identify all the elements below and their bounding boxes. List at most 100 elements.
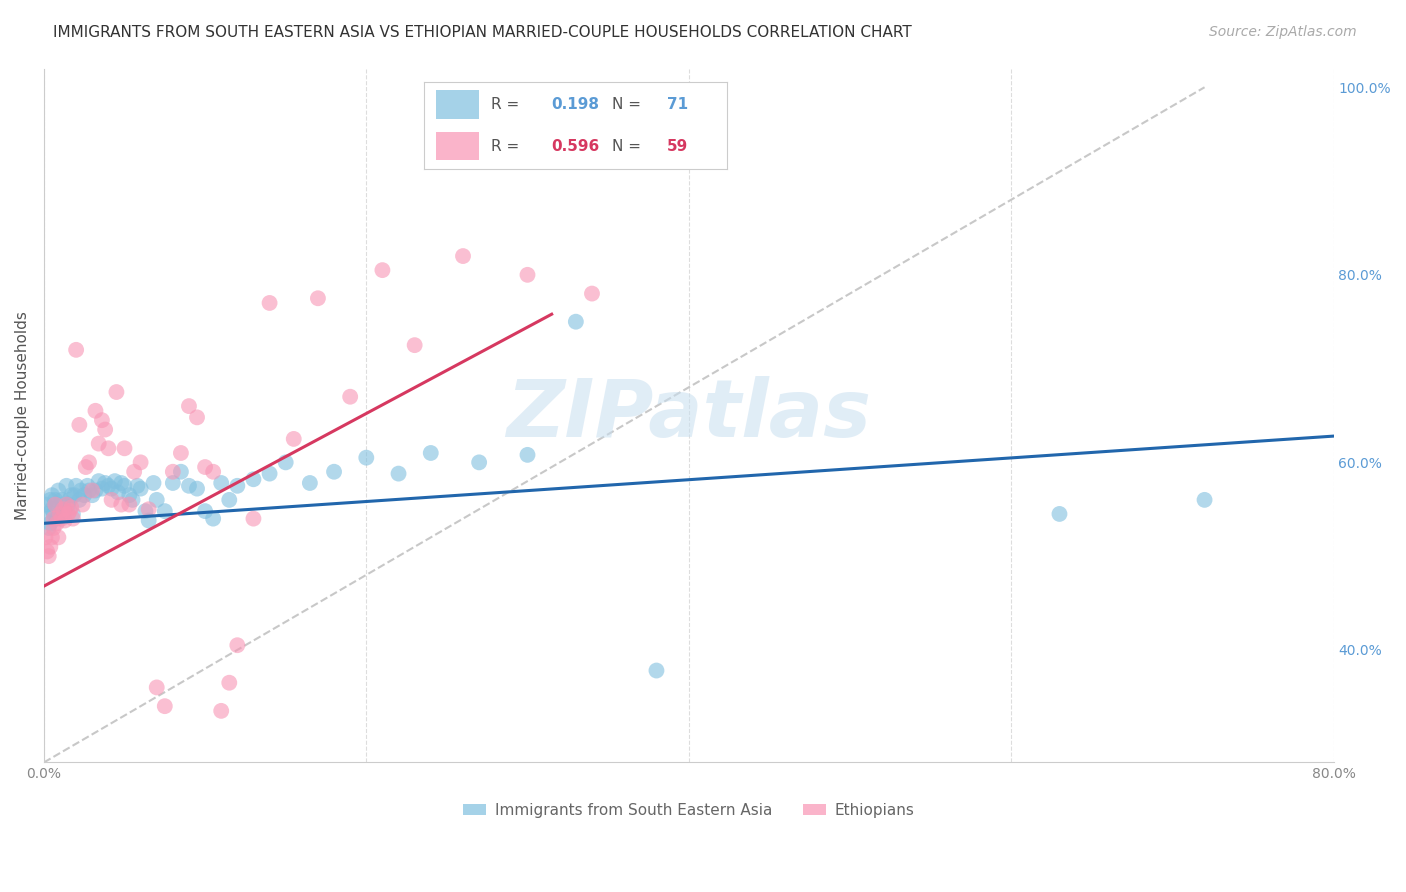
Point bbox=[194, 460, 217, 475]
Point bbox=[259, 296, 281, 310]
Point bbox=[53, 504, 76, 518]
Point bbox=[94, 475, 117, 490]
Point bbox=[44, 498, 66, 512]
Point bbox=[153, 699, 176, 714]
Point bbox=[63, 488, 86, 502]
Point bbox=[55, 479, 77, 493]
Point bbox=[323, 465, 346, 479]
Point bbox=[259, 467, 281, 481]
Point bbox=[39, 516, 62, 531]
Point bbox=[645, 664, 668, 678]
Point bbox=[162, 475, 184, 490]
Point bbox=[218, 675, 240, 690]
Point bbox=[1049, 507, 1071, 521]
Point bbox=[138, 514, 160, 528]
Point bbox=[162, 465, 184, 479]
Point bbox=[84, 483, 107, 498]
Point bbox=[451, 249, 474, 263]
Point bbox=[87, 474, 110, 488]
Point bbox=[42, 511, 65, 525]
Text: ZIPatlas: ZIPatlas bbox=[506, 376, 872, 455]
Point bbox=[298, 475, 321, 490]
Point bbox=[110, 498, 132, 512]
Point bbox=[34, 530, 56, 544]
Point bbox=[73, 488, 96, 502]
Point bbox=[87, 436, 110, 450]
Point bbox=[145, 492, 167, 507]
Point bbox=[129, 482, 152, 496]
Point bbox=[242, 511, 264, 525]
Point bbox=[177, 479, 200, 493]
Point bbox=[59, 504, 82, 518]
Point bbox=[202, 511, 225, 525]
Point bbox=[44, 498, 66, 512]
Point bbox=[283, 432, 305, 446]
Point bbox=[41, 488, 63, 502]
Point bbox=[45, 516, 67, 531]
Point bbox=[516, 268, 538, 282]
Point bbox=[48, 483, 70, 498]
Point bbox=[581, 286, 603, 301]
Point bbox=[82, 488, 104, 502]
Point bbox=[51, 492, 73, 507]
Point bbox=[122, 465, 145, 479]
Point bbox=[516, 448, 538, 462]
Point bbox=[82, 483, 104, 498]
Point bbox=[387, 467, 409, 481]
Point bbox=[75, 460, 97, 475]
Point bbox=[39, 492, 62, 507]
Point bbox=[37, 507, 59, 521]
Point bbox=[565, 315, 588, 329]
Point bbox=[110, 475, 132, 490]
Point bbox=[56, 498, 79, 512]
Point bbox=[142, 475, 165, 490]
Point bbox=[356, 450, 378, 465]
Point bbox=[127, 479, 149, 493]
Point bbox=[55, 498, 77, 512]
Point bbox=[41, 502, 63, 516]
Point bbox=[84, 404, 107, 418]
Point bbox=[62, 507, 84, 521]
Point bbox=[42, 521, 65, 535]
Point bbox=[62, 511, 84, 525]
Point bbox=[202, 465, 225, 479]
Point bbox=[177, 399, 200, 413]
Point bbox=[104, 474, 127, 488]
Point bbox=[153, 504, 176, 518]
Point bbox=[1194, 492, 1216, 507]
Text: Source: ZipAtlas.com: Source: ZipAtlas.com bbox=[1209, 25, 1357, 39]
Point bbox=[67, 492, 90, 507]
Point bbox=[45, 511, 67, 525]
Point bbox=[468, 455, 491, 469]
Point bbox=[41, 530, 63, 544]
Text: IMMIGRANTS FROM SOUTH EASTERN ASIA VS ETHIOPIAN MARRIED-COUPLE HOUSEHOLDS CORREL: IMMIGRANTS FROM SOUTH EASTERN ASIA VS ET… bbox=[53, 25, 912, 40]
Point bbox=[170, 465, 193, 479]
Point bbox=[242, 472, 264, 486]
Point bbox=[39, 540, 62, 554]
Point bbox=[60, 488, 83, 502]
Point bbox=[42, 507, 65, 521]
Point bbox=[59, 492, 82, 507]
Point bbox=[94, 423, 117, 437]
Point bbox=[226, 638, 249, 652]
Point bbox=[52, 498, 75, 512]
Legend: Immigrants from South Eastern Asia, Ethiopians: Immigrants from South Eastern Asia, Ethi… bbox=[457, 797, 921, 824]
Point bbox=[97, 442, 120, 456]
Point bbox=[114, 479, 136, 493]
Point bbox=[100, 482, 122, 496]
Point bbox=[53, 514, 76, 528]
Point bbox=[49, 507, 72, 521]
Point bbox=[72, 498, 94, 512]
Point bbox=[226, 479, 249, 493]
Point bbox=[194, 504, 217, 518]
Point bbox=[129, 455, 152, 469]
Point bbox=[404, 338, 426, 352]
Point bbox=[339, 390, 361, 404]
Point bbox=[38, 521, 60, 535]
Point bbox=[44, 492, 66, 507]
Point bbox=[90, 482, 112, 496]
Point bbox=[51, 511, 73, 525]
Point bbox=[77, 455, 100, 469]
Point bbox=[37, 544, 59, 558]
Point bbox=[38, 549, 60, 563]
